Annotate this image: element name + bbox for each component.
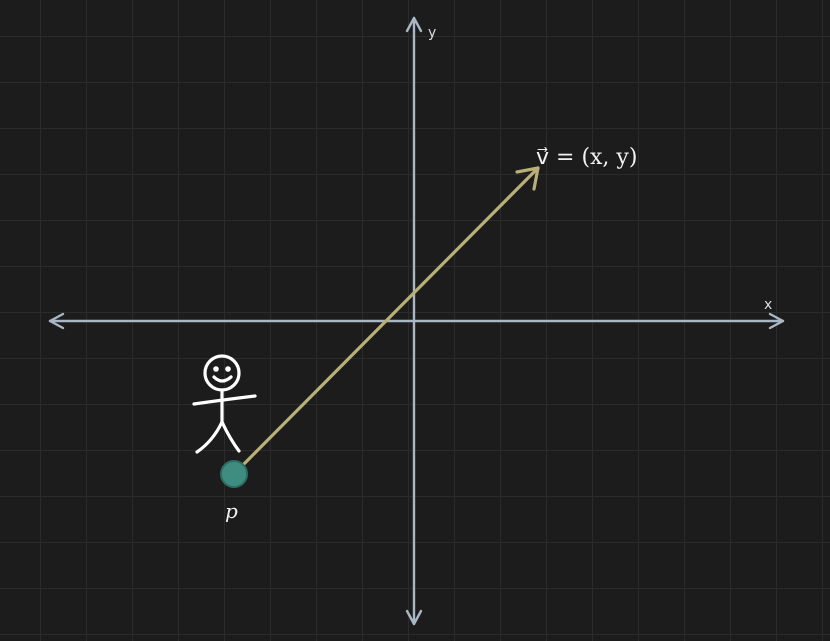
vector-label: v⃗ = (x, y): [536, 145, 637, 170]
x-axis-label: x: [764, 297, 772, 313]
point-p-label: p: [225, 499, 238, 523]
stick-figure-icon: [192, 354, 257, 454]
y-axis: [405, 16, 423, 626]
y-axis-label: y: [428, 25, 436, 41]
vector-arrow: [232, 166, 540, 476]
x-axis: [48, 312, 785, 330]
point-p-marker: [220, 460, 248, 488]
